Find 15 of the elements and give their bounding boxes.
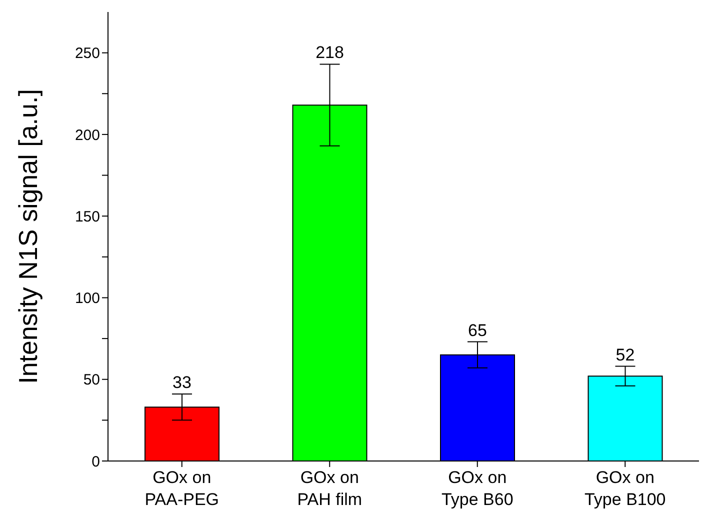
y-tick-label: 250: [74, 45, 100, 62]
y-tick-label: 100: [74, 290, 100, 308]
y-tick-label: 200: [74, 126, 100, 144]
data-label: 65: [468, 320, 487, 340]
y-tick-label: 150: [74, 208, 100, 226]
data-label: 33: [172, 373, 192, 392]
x-tick-label: GOx on Type B60: [441, 468, 514, 509]
y-tick-label: 50: [83, 372, 100, 389]
data-label: 52: [616, 345, 635, 364]
y-axis-title: Intensity N1S signal [a.u.]: [13, 89, 43, 384]
y-tick-label: 0: [92, 453, 100, 470]
x-tick-label: GOx on Type B100: [584, 468, 666, 509]
x-tick-label: GOx on PAH film: [297, 468, 362, 509]
data-label: 218: [316, 43, 344, 62]
x-tick-label: GOx on PAA-PEG: [144, 468, 220, 509]
